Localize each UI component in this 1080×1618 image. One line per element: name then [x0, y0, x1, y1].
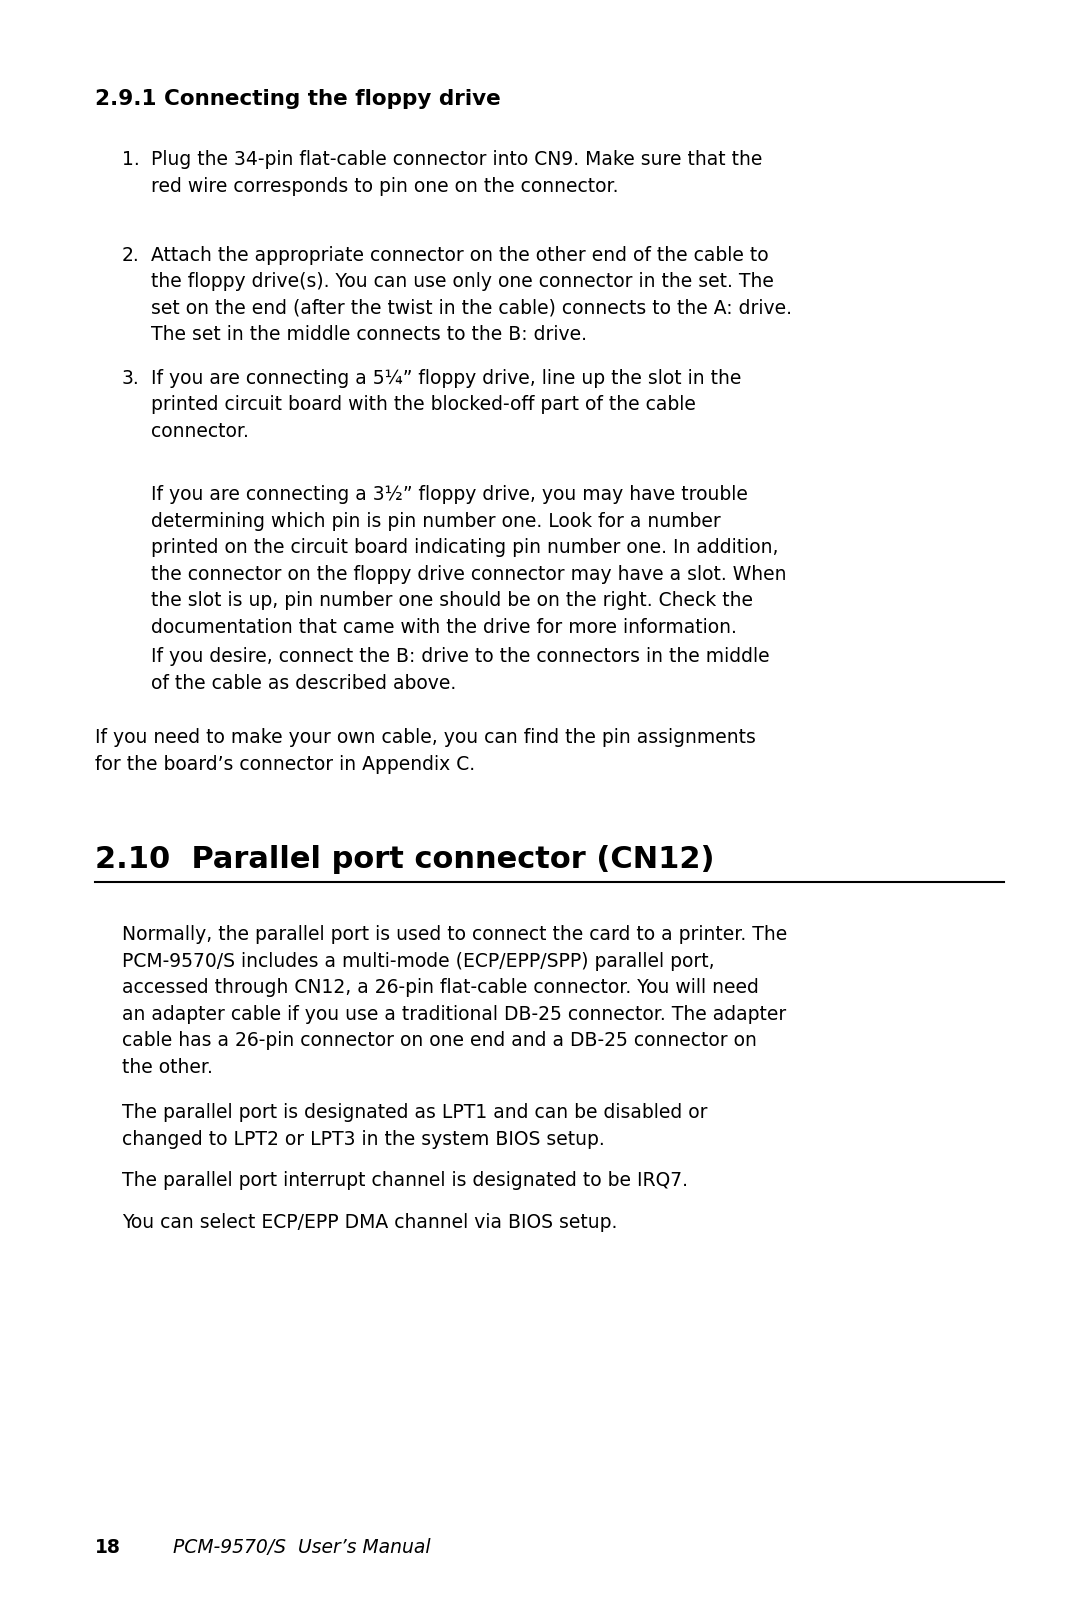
Text: Attach the appropriate connector on the other end of the cable to
the floppy dri: Attach the appropriate connector on the … [151, 246, 793, 345]
Text: 3.: 3. [122, 369, 139, 388]
Text: The parallel port is designated as LPT1 and can be disabled or
changed to LPT2 o: The parallel port is designated as LPT1 … [122, 1103, 707, 1149]
Text: If you desire, connect the B: drive to the connectors in the middle
of the cable: If you desire, connect the B: drive to t… [151, 647, 770, 693]
Text: 1.: 1. [122, 150, 139, 170]
Text: 2.9.1 Connecting the floppy drive: 2.9.1 Connecting the floppy drive [95, 89, 501, 108]
Text: If you are connecting a 5¼” floppy drive, line up the slot in the
printed circui: If you are connecting a 5¼” floppy drive… [151, 369, 742, 440]
Text: Normally, the parallel port is used to connect the card to a printer. The
PCM-95: Normally, the parallel port is used to c… [122, 925, 787, 1078]
Text: 2.10  Parallel port connector (CN12): 2.10 Parallel port connector (CN12) [95, 845, 715, 874]
Text: You can select ECP/EPP DMA channel via BIOS setup.: You can select ECP/EPP DMA channel via B… [122, 1214, 618, 1233]
Text: Plug the 34-pin flat-cable connector into CN9. Make sure that the
red wire corre: Plug the 34-pin flat-cable connector int… [151, 150, 762, 196]
Text: The parallel port interrupt channel is designated to be IRQ7.: The parallel port interrupt channel is d… [122, 1171, 688, 1191]
Text: PCM-9570/S  User’s Manual: PCM-9570/S User’s Manual [173, 1537, 431, 1557]
Text: If you are connecting a 3½” floppy drive, you may have trouble
determining which: If you are connecting a 3½” floppy drive… [151, 485, 786, 637]
Text: If you need to make your own cable, you can find the pin assignments
for the boa: If you need to make your own cable, you … [95, 728, 756, 773]
Text: 2.: 2. [122, 246, 139, 265]
Text: 18: 18 [95, 1537, 121, 1557]
